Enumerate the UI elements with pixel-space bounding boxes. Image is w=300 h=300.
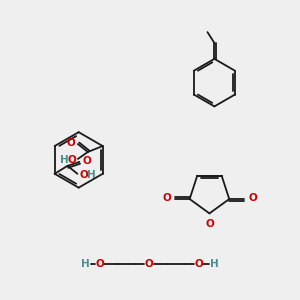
Text: H: H [60, 155, 69, 165]
Text: H: H [210, 259, 219, 269]
Text: O: O [205, 219, 214, 230]
Text: O: O [67, 155, 76, 165]
Text: O: O [95, 259, 104, 269]
Text: H: H [81, 259, 90, 269]
Text: O: O [80, 170, 88, 180]
Text: O: O [248, 193, 257, 203]
Text: O: O [66, 138, 75, 148]
Text: O: O [82, 156, 91, 166]
Text: O: O [194, 259, 203, 269]
Text: O: O [162, 193, 171, 203]
Text: O: O [145, 259, 153, 269]
Text: H: H [87, 170, 96, 180]
